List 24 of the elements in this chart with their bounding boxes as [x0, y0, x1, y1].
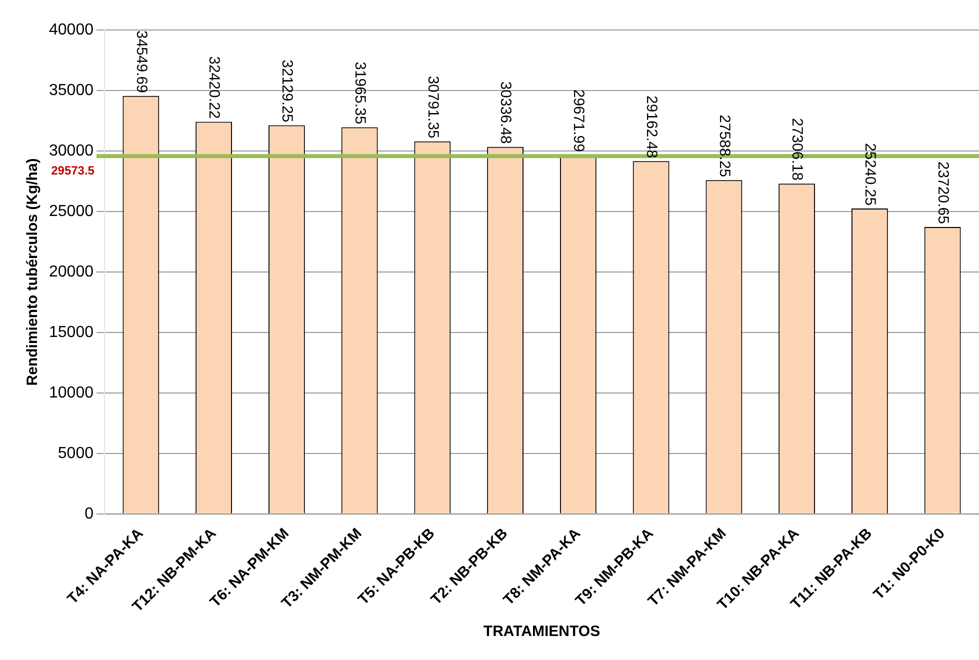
data-label: 27306.18	[788, 118, 806, 181]
y-tick-label: 15000	[48, 324, 94, 341]
y-axis-title: Rendimiento tubérculos (Kg/ha)	[24, 158, 42, 386]
y-tick-label: 35000	[48, 82, 94, 99]
data-label: 27588.25	[716, 114, 733, 178]
y-tick-label: 20000	[48, 263, 94, 280]
y-tick-label: 25000	[48, 202, 94, 220]
data-label: 25240.25	[862, 142, 879, 206]
y-tick-label: 10000	[48, 384, 94, 402]
ref-line-label: 29573.5	[51, 163, 95, 178]
data-label: 32129.25	[278, 60, 296, 122]
data-label: 30336.48	[497, 81, 514, 144]
data-label: 29671.99	[570, 89, 588, 152]
data-label: 34549.69	[132, 30, 150, 93]
data-label: 23720.65	[934, 161, 952, 224]
data-label: 32420.22	[206, 56, 223, 119]
y-tick-label: 30000	[48, 142, 94, 160]
data-label: 29162.48	[642, 96, 660, 158]
data-label: 30791.35	[424, 76, 442, 138]
x-axis-title: TRATAMIENTOS	[483, 623, 600, 640]
y-tick-label: 0	[84, 505, 94, 522]
y-tick-label: 5000	[58, 444, 94, 462]
y-tick-label: 40000	[48, 21, 94, 38]
data-label: 31965.35	[351, 62, 368, 124]
